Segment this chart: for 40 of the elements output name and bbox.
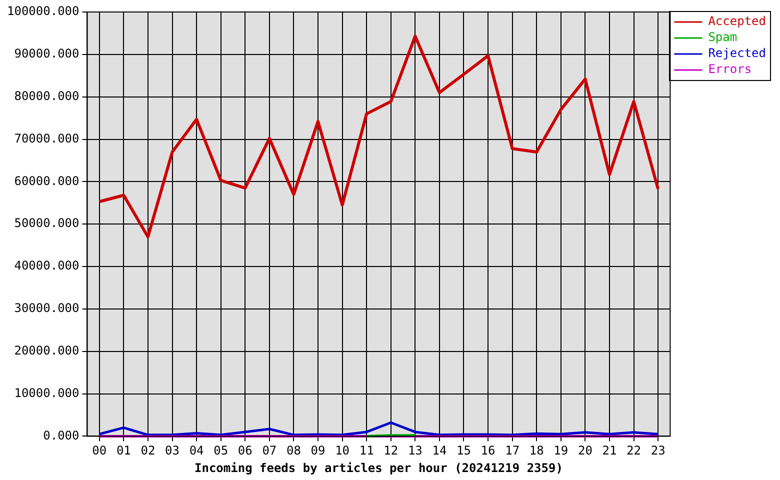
x-tick-label: 06 xyxy=(238,444,252,458)
y-tick-label: 100000.000 xyxy=(6,4,80,18)
y-tick-label: 80000.000 xyxy=(14,88,80,103)
x-tick-label: 12 xyxy=(384,444,398,458)
x-tick-label: 05 xyxy=(214,444,228,458)
x-tick-label: 09 xyxy=(310,444,326,458)
x-tick-label: 02 xyxy=(140,444,156,458)
x-tick-label: 14 xyxy=(432,444,447,458)
y-tick-label: 60000.000 xyxy=(14,174,80,188)
x-tick-label: 10 xyxy=(335,444,350,458)
x-tick-label: 01 xyxy=(116,444,131,458)
x-tick-label: 00 xyxy=(92,444,107,458)
legend-label: Spam xyxy=(708,30,738,44)
legend-label: Errors xyxy=(708,62,752,76)
x-tick-label: 08 xyxy=(286,444,301,458)
x-tick-label: 16 xyxy=(480,444,496,458)
y-tick-label: 70000.000 xyxy=(14,131,80,146)
x-tick-label: 23 xyxy=(650,444,666,458)
x-tick-label: 21 xyxy=(602,444,617,458)
x-tick-label: 20 xyxy=(578,444,592,458)
legend-label: Rejected xyxy=(708,46,766,60)
y-tick-label: 30000.000 xyxy=(14,301,80,316)
x-tick-label: 17 xyxy=(505,444,520,458)
x-tick-label: 22 xyxy=(626,444,641,458)
y-tick-label: 40000.000 xyxy=(14,258,80,273)
y-tick-label: 10000.000 xyxy=(14,386,80,400)
x-tick-label: 11 xyxy=(359,444,374,458)
x-tick-label: 15 xyxy=(456,444,471,458)
x-tick-label: 18 xyxy=(529,444,544,458)
x-tick-label: 04 xyxy=(189,444,204,458)
y-tick-label: 0.000 xyxy=(43,428,80,442)
x-axis-title: Incoming feeds by articles per hour (20241219 2359) xyxy=(194,460,563,475)
x-tick-label: 07 xyxy=(262,444,277,458)
y-tick-label: 20000.000 xyxy=(14,343,80,358)
y-tick-label: 90000.000 xyxy=(14,46,80,61)
x-tick-label: 13 xyxy=(408,444,422,458)
x-tick-label: 19 xyxy=(554,444,568,458)
x-tick-label: 03 xyxy=(165,444,180,458)
y-tick-label: 50000.000 xyxy=(14,216,80,230)
legend-label: Accepted xyxy=(708,14,766,28)
